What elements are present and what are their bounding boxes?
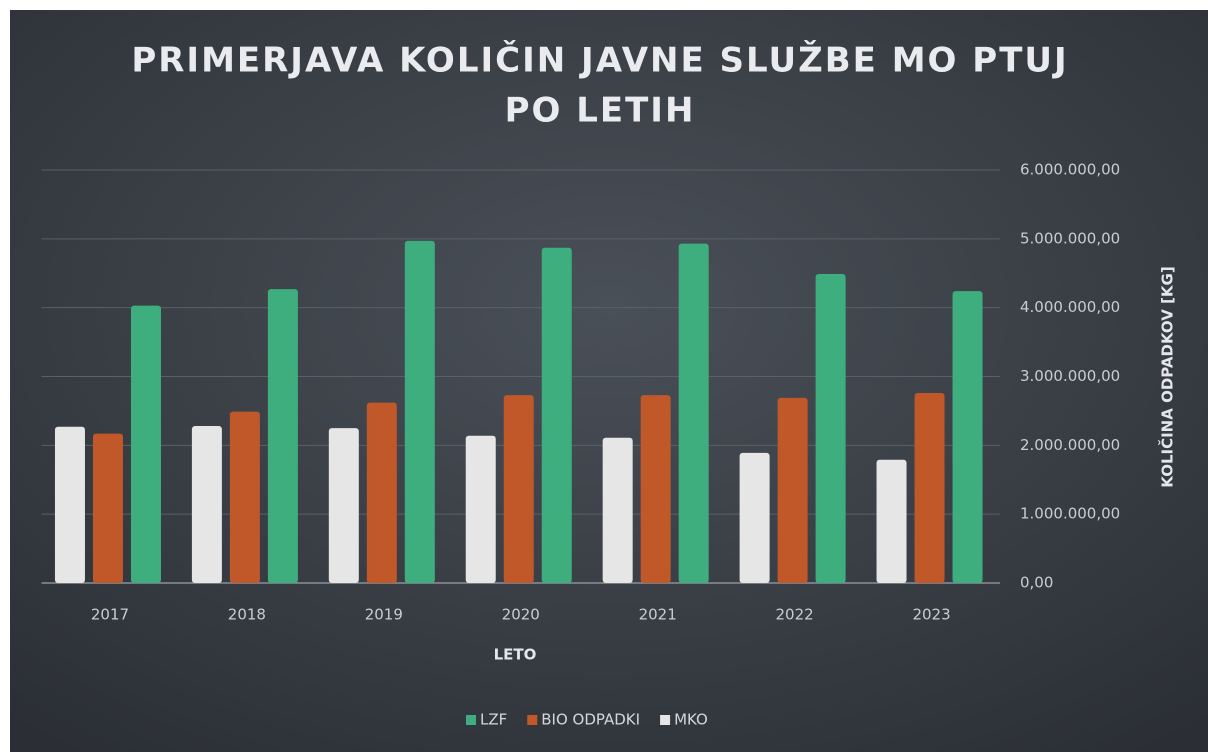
bar	[602, 437, 633, 583]
bar	[54, 426, 85, 583]
y-tick-label: 0,00	[1020, 574, 1053, 592]
x-tick-label: 2019	[365, 606, 403, 624]
bar	[739, 452, 770, 583]
bar	[191, 426, 222, 583]
legend-swatch	[660, 715, 671, 725]
bar	[541, 247, 572, 583]
y-tick-label: 4.000.000,00	[1020, 298, 1120, 316]
legend-label: BIO ODPADKI	[541, 711, 640, 729]
chart-background	[10, 10, 1208, 752]
y-tick-label: 1.000.000,00	[1020, 505, 1120, 523]
x-tick-label: 2023	[912, 606, 950, 624]
bar	[229, 411, 260, 583]
y-tick-label: 3.000.000,00	[1020, 367, 1120, 385]
bar	[678, 243, 709, 583]
y-axis-title: KOLIČINA ODPADKOV [KG]	[1158, 266, 1177, 487]
legend-swatch	[527, 715, 538, 725]
bar	[267, 289, 298, 583]
x-tick-label: 2021	[639, 606, 677, 624]
chart-title: PRIMERJAVA KOLIČIN JAVNE SLUŽBE MO PTUJ	[131, 40, 1068, 81]
y-tick-label: 2.000.000,00	[1020, 436, 1120, 454]
x-tick-label: 2022	[776, 606, 814, 624]
bar	[815, 273, 846, 583]
bar	[777, 397, 808, 583]
x-tick-label: 2020	[502, 606, 540, 624]
bar	[465, 435, 496, 583]
bar	[404, 240, 435, 584]
bar	[503, 395, 534, 583]
y-tick-label: 5.000.000,00	[1020, 229, 1120, 247]
bar	[130, 305, 161, 583]
bar	[952, 291, 983, 583]
x-tick-label: 2017	[91, 606, 129, 624]
bar	[92, 433, 123, 583]
chart-title: PO LETIH	[505, 91, 696, 131]
bar	[914, 393, 945, 583]
legend-label: MKO	[674, 711, 708, 729]
y-tick-label: 6.000.000,00	[1020, 161, 1120, 179]
x-axis-title: LETO	[494, 646, 537, 664]
legend-swatch	[466, 715, 476, 725]
bar	[366, 402, 397, 583]
x-tick-label: 2018	[228, 606, 266, 624]
bar	[640, 395, 671, 583]
bar	[876, 459, 907, 583]
bar	[328, 428, 359, 583]
legend-label: LZF	[480, 711, 507, 729]
